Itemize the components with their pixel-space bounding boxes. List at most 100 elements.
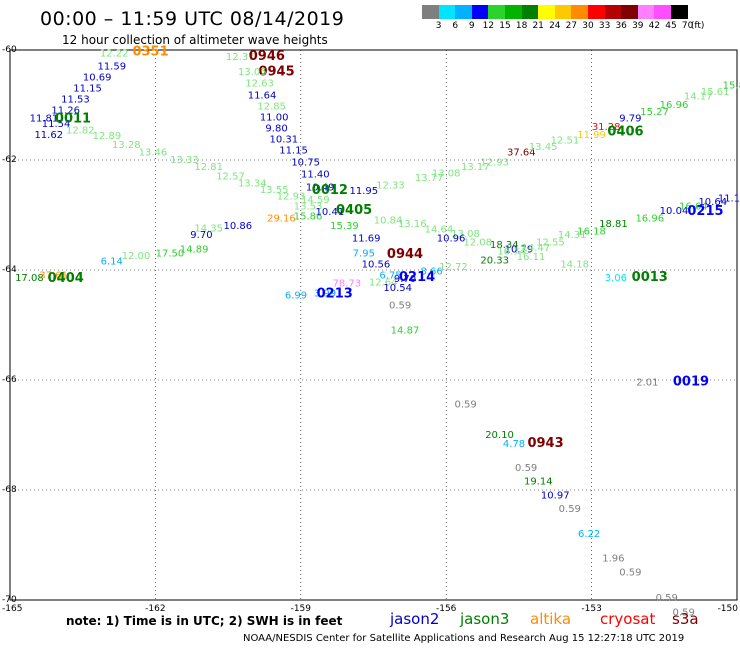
lon-tick-label: -150 xyxy=(718,604,739,614)
wave-height-value: 12.93 xyxy=(480,158,509,169)
color-legend: 3 6 9 12 15 18 21 24 27 30 33 36 39 42 45 70 (ft) xyxy=(422,5,740,33)
wave-height-value: 78.73 xyxy=(333,279,362,290)
lat-tick-label: -66 xyxy=(2,375,17,385)
wave-height-value: 12.55 xyxy=(536,237,565,248)
wave-height-value: 11.64 xyxy=(248,90,277,101)
wave-height-value: 10.96 xyxy=(437,233,466,244)
legend-swatch xyxy=(670,5,688,19)
pass-time-label: 0213 xyxy=(317,287,353,302)
wave-height-value: 14.59 xyxy=(301,195,330,206)
wave-height-value: 10.75 xyxy=(291,158,320,169)
wave-height-value: 12.00 xyxy=(122,251,151,262)
wave-height-value: 10.31 xyxy=(270,134,299,145)
pass-time-label: 0011 xyxy=(55,112,91,127)
legend-swatch xyxy=(621,5,638,19)
legend-label: (ft) xyxy=(690,21,705,31)
wave-height-value: 10.41 xyxy=(316,207,345,218)
wave-height-value: 29.16 xyxy=(267,214,296,225)
wave-height-value: 17.50 xyxy=(156,248,185,259)
wave-height-value: 11.17 xyxy=(718,193,740,204)
pass-time-label: 0944 xyxy=(387,247,423,262)
wave-height-value: 13.17 xyxy=(461,162,490,173)
wave-height-value: 14.89 xyxy=(180,244,209,255)
wave-height-value: 15.61 xyxy=(701,87,730,98)
wave-height-value: 14.18 xyxy=(560,259,589,270)
wave-height-value: 0.59 xyxy=(656,593,678,604)
wave-height-value: 10.49 xyxy=(306,182,335,193)
legend-swatch xyxy=(438,5,456,19)
wave-height-value: 14.17 xyxy=(684,92,713,103)
wave-height-value: 3.99 xyxy=(314,288,336,299)
wave-height-value: 16.18 xyxy=(577,226,606,237)
wave-height-value: 13.33 xyxy=(170,155,199,166)
pass-time-label: 0943 xyxy=(527,436,563,451)
satellite-name-altika: altika xyxy=(530,610,572,628)
wave-height-value: 10.04 xyxy=(660,206,689,217)
wave-height-value: 11.99 xyxy=(577,130,606,141)
wave-height-value: 13.08 xyxy=(432,169,461,180)
legend-labels: 3 6 9 12 15 18 21 24 27 30 33 36 39 42 45 70 (ft) xyxy=(422,19,740,33)
legend-swatch xyxy=(538,5,555,19)
wave-height-value: 12.64 xyxy=(369,277,398,288)
footer-credit: NOAA/NESDIS Center for Satellite Applica… xyxy=(243,633,685,644)
wave-height-value: 37.61 xyxy=(39,270,68,281)
pass-time-label: 0946 xyxy=(249,49,285,64)
plot-frame xyxy=(9,49,738,601)
wave-height-value: 18.81 xyxy=(599,219,628,230)
wave-height-value: 13.08 xyxy=(451,229,480,240)
note-text: note: 1) Time is in UTC; 2) SWH is in fe… xyxy=(66,614,343,628)
wave-height-value: 15.27 xyxy=(640,107,669,118)
wave-height-value: 11.15 xyxy=(73,83,102,94)
satellite-name-jason2: jason2 xyxy=(390,610,440,628)
pass-time-label: 0215 xyxy=(687,204,723,219)
legend-label: 21 xyxy=(532,21,544,31)
wave-height-value: 16.96 xyxy=(660,100,689,111)
wave-height-value: 3.06 xyxy=(605,273,627,284)
legend-label: 45 xyxy=(665,21,677,31)
wave-height-value: 13.05 xyxy=(238,67,267,78)
page-subtitle: 12 hour collection of altimeter wave hei… xyxy=(62,33,328,47)
wave-height-value: 20.10 xyxy=(485,430,514,441)
legend-label: 12 xyxy=(482,21,495,31)
wave-height-value: 16.74 xyxy=(497,247,526,258)
wave-height-value: 9.79 xyxy=(619,114,641,125)
legend-swatch xyxy=(488,5,505,19)
wave-height-value: 14.64 xyxy=(425,225,454,236)
wave-height-value: 12.37 xyxy=(226,52,255,63)
legend-swatch xyxy=(504,5,522,19)
wave-height-value: 13.28 xyxy=(112,140,141,151)
wave-height-value: 10.54 xyxy=(383,283,412,294)
wave-height-value: 10.86 xyxy=(223,221,252,232)
legend-swatch xyxy=(654,5,671,19)
lat-tick-label: -70 xyxy=(2,595,17,605)
wave-height-value: 16.11 xyxy=(517,252,546,263)
lon-tick-label: -162 xyxy=(145,604,165,614)
wave-height-value: 10.79 xyxy=(505,244,534,255)
wave-height-value: 13.55 xyxy=(260,185,289,196)
wave-height-value: 12.22 xyxy=(100,49,129,60)
wave-height-value: 16.64 xyxy=(679,202,708,213)
legend-label: 70 xyxy=(681,21,694,31)
wave-height-value: 13.77 xyxy=(415,173,444,184)
wave-height-value: 6.22 xyxy=(578,529,600,540)
satellite-name-jason3: jason3 xyxy=(460,610,510,628)
pass-time-label: 0019 xyxy=(673,375,709,390)
legend-label: 6 xyxy=(452,21,459,31)
wave-height-value: 31.28 xyxy=(592,122,621,133)
satellite-name-cryosat: cryosat xyxy=(600,610,656,628)
wave-height-value: 11.54 xyxy=(42,119,71,130)
legend-label: 30 xyxy=(582,21,594,31)
wave-height-value: 12.63 xyxy=(245,78,274,89)
legend-label: 18 xyxy=(515,21,528,31)
wave-height-value: 11.15 xyxy=(279,145,308,156)
wave-height-value: 0.59 xyxy=(673,607,695,618)
wave-height-value: 0.59 xyxy=(454,400,476,411)
wave-height-value: 14.47 xyxy=(522,243,551,254)
legend-swatches xyxy=(422,5,740,19)
lat-tick-label: -64 xyxy=(2,265,17,275)
legend-label: 27 xyxy=(565,21,578,31)
wave-height-value: 0.59 xyxy=(515,463,537,474)
wave-height-value: 16.96 xyxy=(635,214,664,225)
lon-tick-label: -165 xyxy=(2,604,22,614)
wave-height-value: 9.70 xyxy=(394,274,416,285)
